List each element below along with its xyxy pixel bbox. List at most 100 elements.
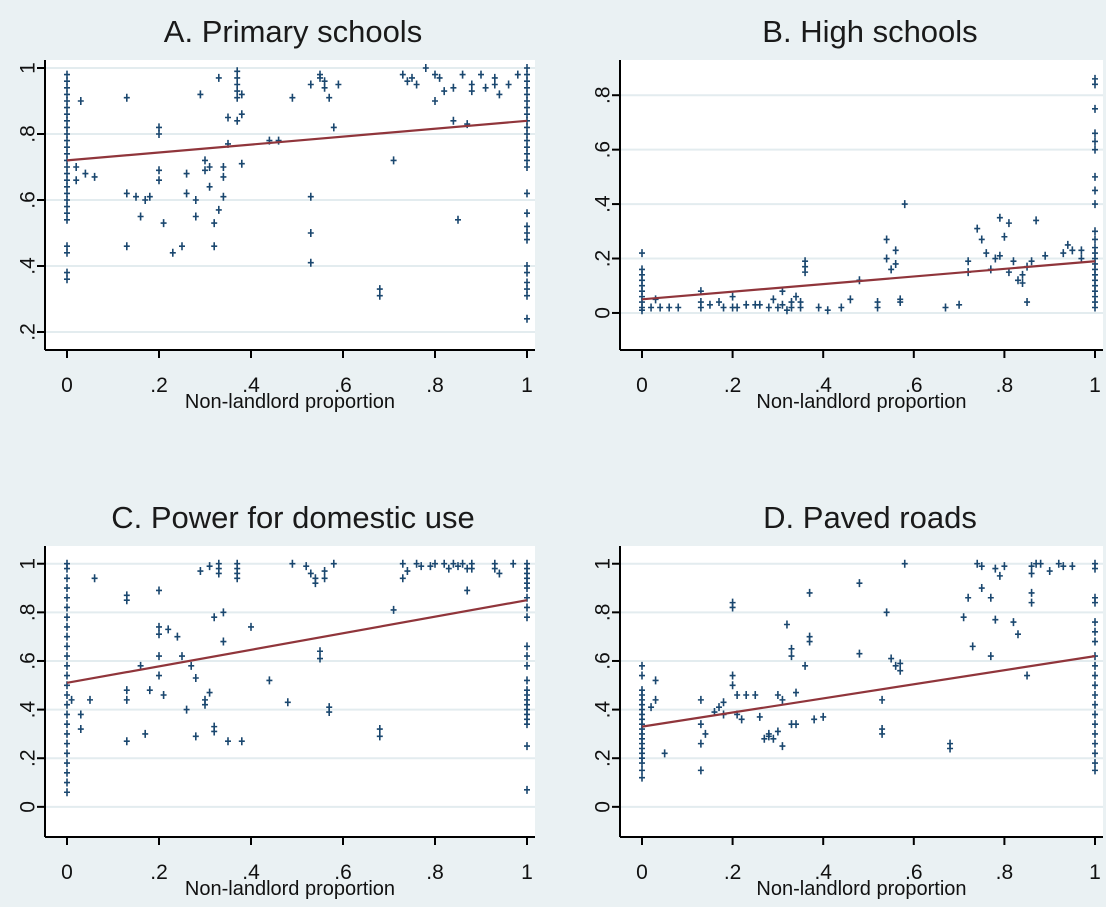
data-point (774, 727, 781, 736)
y-tick-label: .4 (16, 701, 39, 719)
data-point (326, 93, 333, 102)
series-markers (64, 64, 530, 323)
data-point (1055, 559, 1062, 568)
data-point (661, 749, 668, 758)
data-point (202, 156, 208, 165)
data-point (441, 559, 448, 568)
data-point (1092, 720, 1098, 729)
data-point (64, 613, 70, 622)
data-point (496, 569, 503, 578)
data-point (720, 698, 727, 707)
data-point (335, 80, 342, 89)
data-point (879, 729, 886, 738)
data-point (123, 596, 130, 605)
data-point (524, 291, 530, 300)
data-point (639, 766, 645, 775)
data-point (1060, 562, 1067, 571)
data-point (64, 652, 70, 661)
data-point (788, 303, 795, 312)
x-tick-label: .2 (724, 861, 742, 884)
data-point (965, 257, 972, 266)
y-tick-label: .2 (591, 749, 614, 767)
data-point (91, 172, 98, 181)
data-point (765, 732, 772, 741)
data-point (64, 564, 70, 573)
data-point (413, 80, 420, 89)
data-point (788, 644, 795, 653)
data-point (220, 172, 227, 181)
data-point (956, 300, 963, 309)
x-tick-label: .6 (334, 374, 352, 397)
data-point (524, 742, 530, 751)
data-point (179, 242, 185, 251)
data-point (802, 268, 809, 277)
panel-title: A. Primary schools (164, 14, 422, 49)
data-point (87, 695, 93, 704)
data-point (888, 265, 895, 274)
y-tick-label: .2 (16, 323, 39, 341)
data-point (317, 654, 323, 663)
x-tick-label: 0 (636, 861, 648, 884)
data-point (1092, 691, 1098, 700)
data-point (978, 584, 985, 593)
data-point (317, 647, 323, 656)
data-point (432, 559, 438, 568)
data-point (1092, 739, 1098, 748)
data-point (73, 163, 80, 171)
x-tick-label: .8 (996, 861, 1014, 884)
data-point (987, 593, 994, 602)
data-point (206, 182, 213, 191)
data-point (716, 703, 723, 712)
y-tick-label: .4 (16, 257, 39, 275)
data-point (756, 300, 763, 309)
data-point (824, 306, 831, 315)
data-point (165, 625, 172, 634)
data-point (468, 559, 475, 568)
y-tick-label: 0 (591, 801, 614, 813)
data-point (1092, 700, 1098, 709)
data-point (307, 229, 314, 237)
data-point (1028, 598, 1035, 607)
data-point (779, 300, 786, 309)
data-point (879, 695, 886, 704)
data-point (974, 559, 981, 568)
data-point (639, 759, 645, 768)
panel-d: D. Paved roads 0 .2 .4 .6 .8 1 0 .2 .4 .6 .8 1 Non-la… (591, 500, 1103, 900)
data-point (783, 306, 790, 315)
data-point (524, 209, 530, 218)
data-point (524, 785, 530, 794)
data-point (64, 622, 70, 631)
y-tick-label: .8 (16, 604, 39, 622)
data-point (524, 652, 530, 661)
y-tick-label: 1 (16, 62, 39, 74)
data-point (321, 567, 328, 576)
data-point (464, 586, 471, 595)
data-point (491, 80, 498, 89)
data-point (788, 652, 795, 661)
x-axis-label: Non-landlord proportion (185, 878, 395, 900)
data-point (450, 83, 457, 92)
data-point (815, 303, 822, 312)
x-tick-label: 1 (1089, 861, 1101, 884)
x-tick-label: 0 (61, 374, 73, 397)
x-tick-label: 0 (61, 861, 73, 884)
data-point (897, 666, 904, 675)
data-point (64, 729, 70, 738)
y-tick-label: .8 (591, 604, 614, 622)
data-point (729, 603, 736, 612)
data-point (901, 200, 908, 209)
data-point (779, 695, 786, 704)
data-point (524, 584, 530, 593)
data-point (91, 574, 98, 583)
data-point (1060, 249, 1067, 258)
data-point (639, 306, 645, 315)
data-point (215, 205, 222, 214)
data-point (514, 70, 521, 79)
data-point (64, 788, 70, 797)
y-tick-label: .2 (16, 749, 39, 767)
data-point (1005, 219, 1012, 228)
data-point (146, 686, 153, 695)
data-point (1092, 227, 1098, 236)
y-tick-label: 1 (16, 558, 39, 570)
data-point (64, 603, 70, 612)
